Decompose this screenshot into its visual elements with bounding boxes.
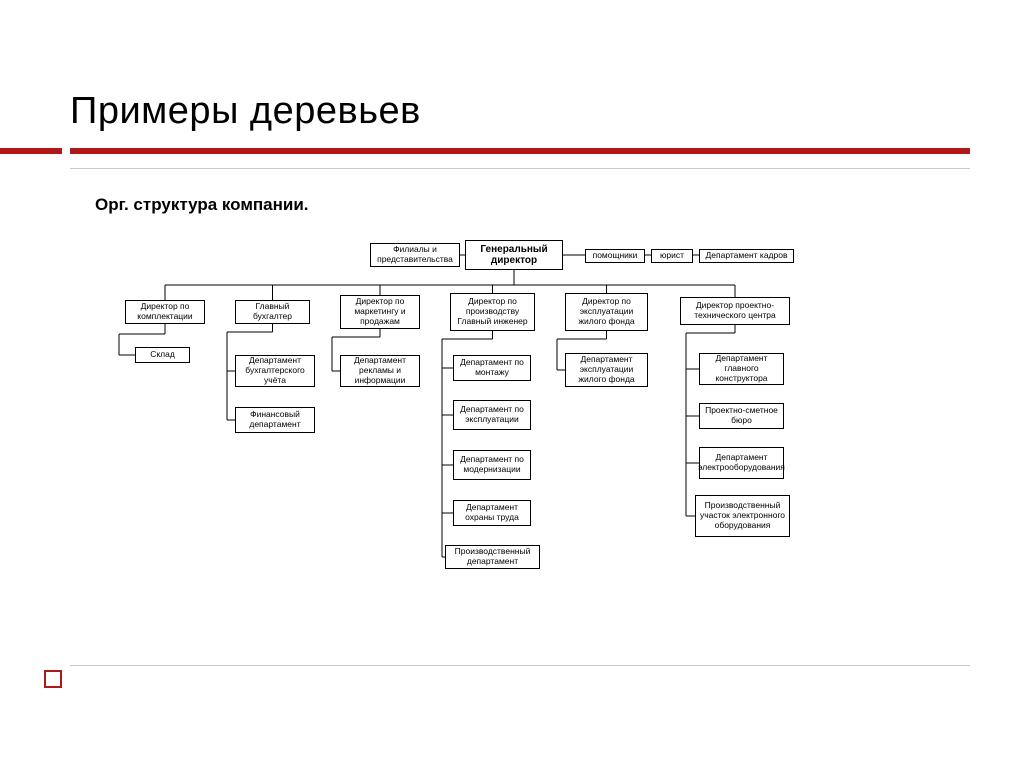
org-node-depglk: Департамент главного конструктора [699,353,784,385]
org-node-findep: Финансовый департамент [235,407,315,433]
org-node-jur: юрист [651,249,693,263]
org-node-fil: Филиалы и представительства [370,243,460,267]
org-node-depbuh: Департамент бухгалтерского учёта [235,355,315,387]
accent-bar-main [70,148,970,154]
org-node-hrdep: Департамент кадров [699,249,794,263]
org-node-pruel: Производственный участок электронного об… [695,495,790,537]
org-node-glbuh: Главный бухгалтер [235,300,310,324]
org-node-dirptc: Директор проектно-технического центра [680,297,790,325]
org-node-depohr: Департамент охраны труда [453,500,531,526]
org-node-dirmar: Директор по маркетингу и продажам [340,295,420,329]
org-node-deprek: Департамент рекламы и информации [340,355,420,387]
org-node-root: Генеральный директор [465,240,563,270]
org-node-depmon: Департамент по монтажу [453,355,531,381]
org-node-depmod: Департамент по модернизации [453,450,531,480]
org-node-prdep: Производственный департамент [445,545,540,569]
org-node-dirkom: Директор по комплектации [125,300,205,324]
chart-subtitle: Орг. структура компании. [95,195,309,215]
org-node-dirpr: Директор по производству Главный инженер [450,293,535,331]
org-node-pom: помощники [585,249,645,263]
divider-top [70,168,970,169]
org-node-sklad: Склад [135,347,190,363]
accent-square-icon [44,670,62,688]
slide-title: Примеры деревьев [70,90,421,133]
org-node-depeks: Департамент по эксплуатации [453,400,531,430]
org-node-depel: Департамент электрооборудования [699,447,784,479]
orgchart-canvas: Орг. структура компании. Генеральный дир… [95,175,955,655]
org-node-direks: Директор по эксплуатации жилого фонда [565,293,648,331]
accent-bar-left [0,148,62,154]
org-node-depeksf: Департамент эксплуатации жилого фонда [565,353,648,387]
org-node-psbur: Проектно-сметное бюро [699,403,784,429]
divider-bottom [70,665,970,666]
